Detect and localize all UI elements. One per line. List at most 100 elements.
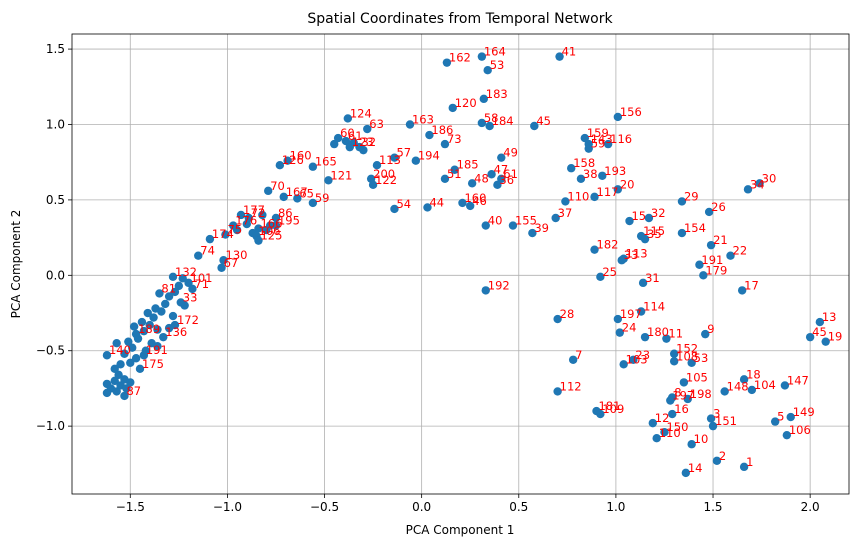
data-point [341,136,351,146]
data-point [368,180,378,190]
x-tick-label: 0.5 [509,500,528,514]
data-point [739,462,749,472]
data-point [390,153,399,162]
data-point [254,224,263,233]
data-point [178,274,187,283]
data-point [355,142,364,152]
data-point-label: 70 [270,179,285,193]
data-point [425,130,434,140]
data-point-label: 49 [503,146,518,160]
data-point [668,409,677,419]
y-tick-label: 1.0 [46,117,65,131]
data-point-label: 23 [635,348,650,362]
data-point [493,180,502,190]
data-point [576,174,586,183]
data-point [613,112,623,122]
y-tick-label: 0.5 [46,193,65,207]
data-point-label: 71 [194,277,209,291]
data-point [613,185,623,194]
data-point-label: 124 [350,106,372,120]
data-point [372,161,382,170]
data-point-label: 61 [348,129,363,143]
data-point-label: 61 [503,167,518,181]
data-point-label: 163 [412,112,434,126]
data-point [221,230,230,239]
data-point-label: 73 [447,132,462,146]
data-point [666,396,675,405]
data-point [236,210,246,220]
data-point-label: 9 [707,322,714,336]
data-point [687,358,696,367]
data-point [219,256,228,265]
data-point [271,221,281,230]
data-point [481,221,490,230]
data-point-label: 158 [573,156,595,170]
data-point-label: 29 [684,189,699,203]
x-axis-label: PCA Component 1 [406,523,515,537]
data-point [590,245,599,254]
data-point [805,332,815,342]
data-point-label: 32 [651,206,666,220]
data-point-label: 115 [643,224,665,238]
data-point-label: 15 [631,209,646,223]
data-point [726,251,735,260]
data-point [153,325,162,334]
data-point [497,153,506,162]
grid [72,34,849,494]
data-point-label: 33 [183,290,198,304]
data-point-label: 20 [620,177,635,191]
data-point-label: 148 [727,379,749,393]
y-tick-label: −1.0 [36,419,65,433]
data-point [157,307,166,316]
data-point [815,317,825,327]
data-point [279,192,288,202]
data-point [205,234,215,244]
data-point [720,387,729,396]
data-point [508,221,518,230]
data-point [170,320,180,330]
data-point-label: 67 [224,256,239,270]
data-point [143,308,152,318]
data-point-label: 74 [200,244,215,258]
x-tick-label: 1.0 [606,500,625,514]
data-point-label: 197 [620,307,642,321]
data-point [553,314,562,324]
data-point [467,179,477,188]
data-point [126,378,135,387]
data-point-label: 65 [299,186,314,200]
data-point-label: 176 [235,214,257,228]
data-point [640,332,650,342]
data-point [479,94,489,104]
data-point-label: 114 [643,300,665,314]
data-point-label: 197 [672,388,694,402]
data-point [629,355,638,364]
data-point [679,378,689,387]
data-point [551,213,560,223]
data-point [590,192,599,202]
data-point-label: 113 [379,153,401,167]
x-axis: −1.5 −1.0 −0.5 0.0 0.5 1.0 1.5 2.0 [116,494,820,514]
data-point [596,409,605,419]
data-point-label: 183 [486,87,508,101]
data-point [184,278,193,288]
data-point [477,118,487,128]
data-point [262,225,271,235]
data-point-label: 44 [429,195,444,209]
data-point-label: 165 [315,155,337,169]
data-point [617,256,626,265]
data-point [821,337,830,346]
data-point [442,58,452,67]
data-point [555,52,564,61]
data-point [615,328,624,337]
data-point-label: 106 [259,224,281,238]
data-point [747,385,757,395]
data-point-label: 110 [659,426,681,440]
data-point-label: 179 [705,263,727,277]
data-point [128,343,137,352]
data-point-label: 1 [746,455,753,469]
data-point [229,221,238,230]
data-point-label: 81 [161,281,176,295]
data-point [477,52,487,61]
